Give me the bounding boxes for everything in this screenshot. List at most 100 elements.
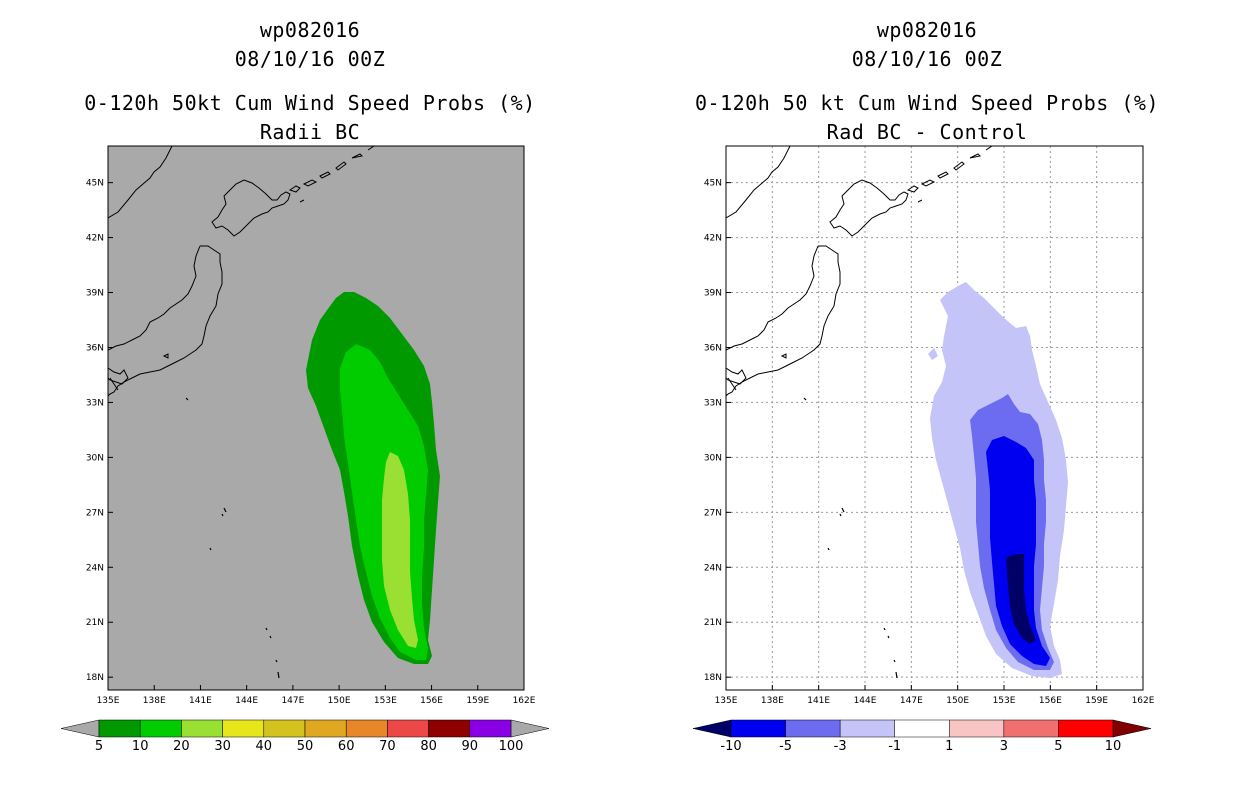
right-date-line: 08/10/16 00Z [851, 47, 1003, 71]
left-colorbar-segment [98, 719, 141, 738]
left-map-frame [107, 145, 525, 691]
left-lon-label: 156E [420, 696, 443, 706]
right-lat-label: 33N [704, 398, 722, 408]
left-title: 0-120h 50kt Cum Wind Speed Probs (%) [84, 91, 536, 115]
right-colorbar-under-triangle [692, 719, 732, 738]
right-lon-label: 150E [946, 696, 969, 706]
left-map-background [108, 146, 524, 690]
left-colorbar-label: 5 [95, 739, 103, 754]
right-lon-ticks: 135E 138E 141E 144E 147E 150E 153E 156E 159E 162E [715, 685, 1155, 706]
right-lon-label: 147E [900, 696, 923, 706]
right-lat-label: 42N [704, 234, 722, 244]
right-lat-label: 24N [704, 563, 722, 573]
left-lat-label: 42N [86, 234, 104, 244]
right-lat-label: 39N [704, 289, 722, 299]
left-lon-label: 141E [189, 696, 212, 706]
left-date-line: 08/10/16 00Z [234, 47, 386, 71]
right-lat-label: 30N [704, 453, 722, 463]
right-map: 135E 138E 141E 144E 147E 150E 153E 156E 159E 162E… [704, 145, 1155, 706]
right-colorbar-segment [785, 719, 841, 738]
right-colorbar-label: 10 [1105, 739, 1122, 754]
left-colorbar-segment [181, 719, 223, 738]
left-lon-label: 162E [513, 696, 536, 706]
left-subtitle: Radii BC [259, 120, 361, 144]
left-lat-label: 33N [86, 398, 104, 408]
left-colorbar-label: 60 [338, 739, 355, 754]
left-colorbar-label: 30 [214, 739, 231, 754]
right-colorbar-over-triangle [1112, 719, 1152, 738]
diff-contour-minus3-minus1-speck [928, 348, 938, 360]
right-colorbar-segment [949, 719, 1005, 738]
right-lat-label: 36N [704, 343, 722, 353]
left-colorbar-label: 50 [297, 739, 314, 754]
left-lon-label: 138E [143, 696, 166, 706]
left-colorbar-label: 70 [379, 739, 396, 754]
right-colorbar-label: 1 [945, 739, 953, 754]
left-colorbar: 5 10 20 30 40 50 60 70 80 90 100 [60, 719, 550, 754]
left-colorbar-segment [345, 719, 388, 738]
left-colorbar-over-triangle [510, 719, 550, 738]
left-colorbar-segment [139, 719, 182, 738]
left-lat-label: 39N [86, 289, 104, 299]
left-colorbar-under-triangle [60, 719, 100, 738]
right-lat-label: 27N [704, 508, 722, 518]
left-lat-label: 45N [86, 179, 104, 189]
right-lon-label: 162E [1132, 696, 1155, 706]
left-lat-label: 27N [86, 508, 104, 518]
right-lon-label: 135E [715, 696, 738, 706]
left-colorbar-label: 100 [499, 739, 524, 754]
right-lon-label: 138E [761, 696, 784, 706]
right-lat-label: 18N [704, 673, 722, 683]
right-lat-label: 21N [704, 618, 722, 628]
right-colorbar-segment [1058, 719, 1114, 738]
left-lon-ticks: 135E 138E 141E 144E 147E 150E 153E 156E 159E 162E [97, 685, 536, 706]
left-lat-label: 36N [86, 343, 104, 353]
right-id-line: wp082016 [876, 18, 978, 42]
left-lat-label: 30N [86, 453, 104, 463]
right-lon-label: 141E [807, 696, 830, 706]
left-lon-label: 153E [374, 696, 397, 706]
left-lon-label: 147E [281, 696, 304, 706]
right-map-frame [725, 145, 1144, 691]
right-colorbar-label: -1 [888, 739, 901, 754]
right-colorbar-label: 3 [1000, 739, 1008, 754]
left-colorbar-segment [222, 719, 265, 738]
left-lon-label: 135E [97, 696, 120, 706]
left-colorbar-segment [304, 719, 347, 738]
left-map: 135E 138E 141E 144E 147E 150E 153E 156E 159E 162E… [86, 145, 536, 706]
right-colorbar-label: 5 [1054, 739, 1062, 754]
right-colorbar-label: -5 [779, 739, 792, 754]
left-colorbar-label: 20 [173, 739, 190, 754]
right-lon-label: 153E [993, 696, 1016, 706]
right-lat-label: 45N [704, 179, 722, 189]
right-lon-label: 144E [854, 696, 877, 706]
right-subtitle: Rad BC - Control [826, 120, 1028, 144]
left-id-line: wp082016 [259, 18, 361, 42]
left-lat-ticks: 18N 21N 24N 27N 30N 33N 36N 39N 42N 45N [86, 179, 113, 683]
right-colorbar-label: -3 [834, 739, 847, 754]
right-lon-label: 156E [1039, 696, 1062, 706]
right-lat-ticks: 18N 21N 24N 27N 30N 33N 36N 39N 42N 45N [704, 179, 731, 683]
left-lon-label: 144E [235, 696, 258, 706]
left-lat-label: 18N [86, 673, 104, 683]
left-colorbar-label: 80 [420, 739, 437, 754]
left-colorbar-label: 40 [256, 739, 273, 754]
left-colorbar-segment [263, 719, 306, 738]
right-lon-label: 159E [1085, 696, 1108, 706]
right-gridlines [726, 146, 1143, 690]
right-colorbar-label: -10 [720, 739, 741, 754]
left-colorbar-label: 10 [132, 739, 149, 754]
left-colorbar-segment [469, 719, 512, 738]
left-lat-label: 24N [86, 563, 104, 573]
prob-contour-20-30 [382, 452, 418, 648]
left-lon-label: 159E [466, 696, 489, 706]
right-colorbar-segment [839, 719, 895, 738]
left-colorbar-segment [387, 719, 429, 738]
diff-contour-below-minus10 [1006, 554, 1036, 644]
right-colorbar-segment [1003, 719, 1059, 738]
left-lat-label: 21N [86, 618, 104, 628]
right-colorbar-segment [730, 719, 786, 738]
left-colorbar-segment [428, 719, 471, 738]
right-colorbar: -10 -5 -3 -1 1 3 5 10 [692, 719, 1152, 754]
